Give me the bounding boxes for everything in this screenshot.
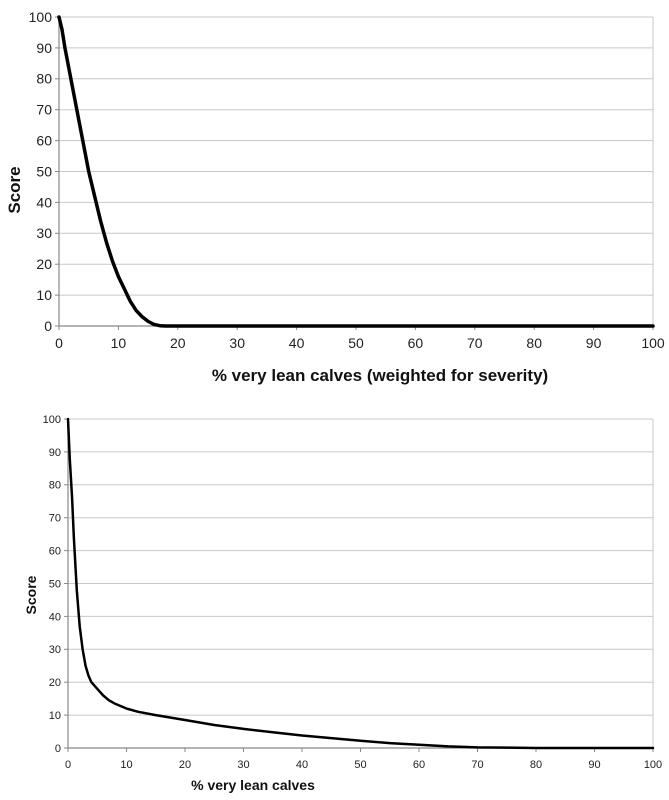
y-tick-label: 20 bbox=[36, 256, 52, 272]
x-tick-label: 10 bbox=[111, 335, 127, 351]
x-tick-label: 60 bbox=[413, 759, 425, 771]
y-tick-label: 100 bbox=[29, 9, 53, 25]
chart-top: 0 10 20 30 40 50 60 70 80 90 100 0 10 20 30 40 50 60 70 80 9… bbox=[5, 9, 665, 385]
x-tick-label: 80 bbox=[530, 759, 542, 771]
chart-bottom: 0 10 20 30 40 50 60 70 80 90 100 0 10 20 30 40 50 60 70 80 9… bbox=[23, 414, 662, 793]
y-tick-label: 100 bbox=[43, 414, 61, 426]
series-line-0 bbox=[57, 15, 655, 328]
y-tick-label: 30 bbox=[36, 225, 52, 241]
x-tick-label: 30 bbox=[229, 335, 245, 351]
x-tick-label: 0 bbox=[55, 335, 63, 351]
y-tick-label: 60 bbox=[49, 545, 61, 557]
series-line-0 bbox=[66, 417, 655, 750]
y-tick-label: 50 bbox=[36, 163, 52, 179]
x-tick-label: 30 bbox=[237, 759, 249, 771]
y-tick-label: 0 bbox=[44, 318, 52, 334]
y-tick-label: 90 bbox=[36, 40, 52, 56]
x-tick-label: 100 bbox=[644, 759, 662, 771]
y-tick-label: 20 bbox=[49, 677, 61, 689]
y-axis-title: Score bbox=[5, 166, 24, 213]
x-tick-label: 100 bbox=[641, 335, 665, 351]
x-axis-title: % very lean calves (weighted for severit… bbox=[212, 366, 548, 385]
y-tick-label: 0 bbox=[55, 743, 61, 755]
y-tick-label: 30 bbox=[49, 644, 61, 656]
x-tick-label: 90 bbox=[588, 759, 600, 771]
y-tick-label: 80 bbox=[49, 480, 61, 492]
x-tick-label: 40 bbox=[296, 759, 308, 771]
x-tick-label: 20 bbox=[179, 759, 191, 771]
y-tick-label: 40 bbox=[49, 611, 61, 623]
x-tick-label: 10 bbox=[120, 759, 132, 771]
x-tick-label: 70 bbox=[471, 759, 483, 771]
x-tick-label: 80 bbox=[526, 335, 542, 351]
y-tick-label: 10 bbox=[36, 287, 52, 303]
x-tick-label: 60 bbox=[408, 335, 424, 351]
x-tick-label: 0 bbox=[65, 759, 71, 771]
y-tick-label: 70 bbox=[36, 102, 52, 118]
y-axis-title: Score bbox=[23, 575, 39, 614]
y-tick-label: 80 bbox=[36, 71, 52, 87]
y-tick-label: 10 bbox=[49, 710, 61, 722]
x-tick-label: 50 bbox=[348, 335, 364, 351]
y-tick-label: 60 bbox=[36, 133, 52, 149]
x-tick-label: 20 bbox=[170, 335, 186, 351]
y-tick-label: 40 bbox=[36, 194, 52, 210]
y-tick-label: 70 bbox=[49, 513, 61, 525]
x-tick-label: 70 bbox=[467, 335, 483, 351]
y-tick-label: 90 bbox=[49, 447, 61, 459]
x-tick-label: 50 bbox=[354, 759, 366, 771]
y-tick-label: 50 bbox=[49, 578, 61, 590]
x-tick-label: 40 bbox=[289, 335, 305, 351]
x-axis-title: % very lean calves bbox=[191, 777, 315, 793]
x-tick-label: 90 bbox=[586, 335, 602, 351]
